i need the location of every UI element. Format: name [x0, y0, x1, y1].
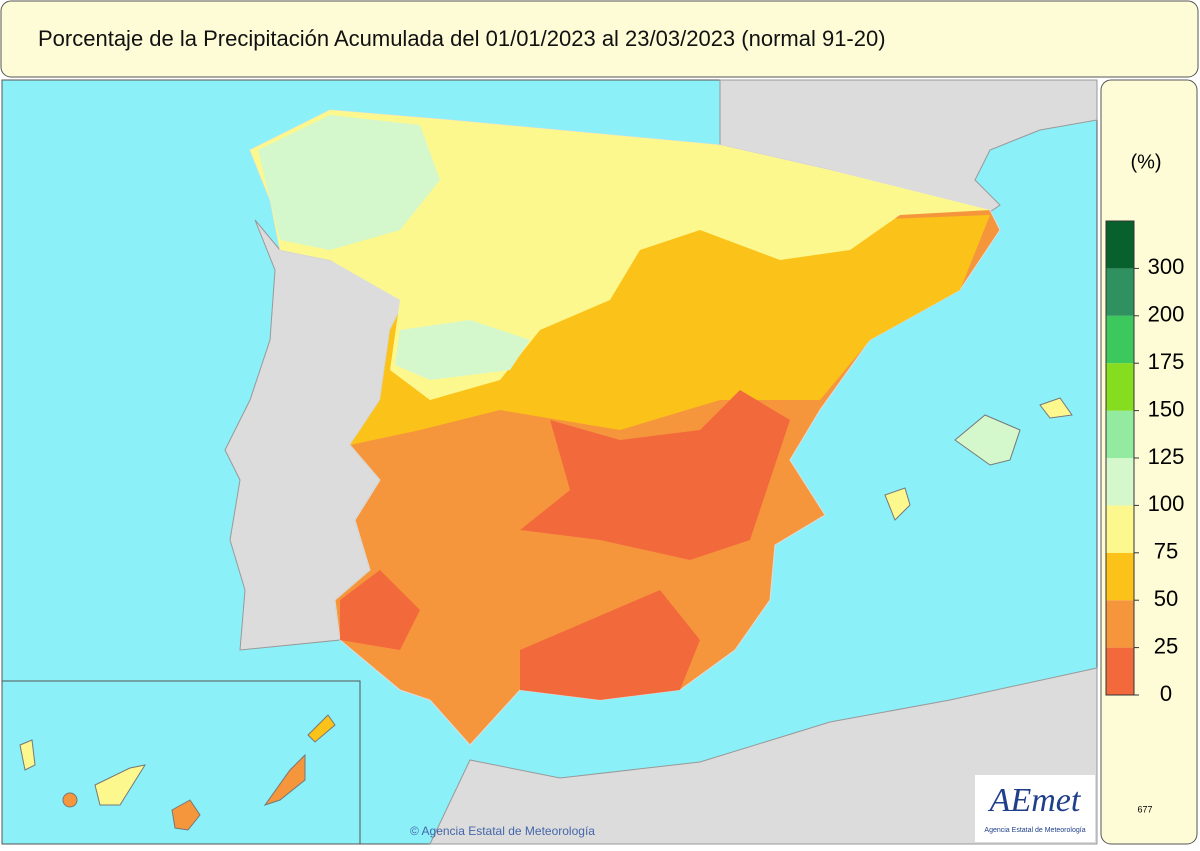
legend: 0 25 50 75 100 125 150 175 200 300 [1105, 220, 1185, 706]
logo-box [975, 775, 1095, 842]
africa [429, 667, 1098, 845]
legend-tick-label: 25 [1154, 633, 1178, 658]
legend-swatch [1106, 647, 1134, 695]
mallorca [954, 414, 1021, 466]
canary-island [19, 739, 36, 771]
legend-swatch [1106, 600, 1134, 648]
legend-swatch [1106, 505, 1134, 553]
legend-unit: (%) [1130, 151, 1161, 173]
canary-island [171, 799, 201, 831]
zone-0-25 [520, 390, 790, 560]
zone-0-25 [520, 590, 700, 700]
canary-island [62, 792, 78, 808]
canary-inset [1, 680, 361, 845]
legend-swatch [1106, 221, 1134, 269]
canary-island [94, 764, 147, 806]
canary-island [307, 714, 336, 743]
legend-swatch [1106, 552, 1134, 601]
title-box [0, 0, 1199, 78]
copyright: © Agencia Estatal de Meteorología [410, 824, 595, 838]
map-code: 677 [1137, 804, 1152, 814]
logo-subtitle: Agencia Estatal de Meteorología [984, 827, 1085, 834]
legend-tick-label: 0 [1160, 681, 1172, 706]
legend-tick-label: 100 [1148, 491, 1185, 516]
title: Porcentaje de la Precipitación Acumulada… [38, 26, 886, 51]
legend-tick-label: 125 [1148, 444, 1185, 469]
legend-swatch [1106, 363, 1134, 411]
canary-island [263, 753, 306, 806]
map: © Agencia Estatal de Meteorología AEmet … [1, 79, 1098, 845]
legend-tick-label: 175 [1148, 349, 1185, 374]
logo: AEmet [988, 782, 1082, 819]
legend-tick-label: 300 [1148, 254, 1185, 279]
legend-swatch [1106, 458, 1134, 506]
legend-swatch [1106, 410, 1134, 458]
legend-swatch [1106, 315, 1134, 364]
ibiza [884, 487, 911, 521]
legend-tick-label: 50 [1154, 586, 1178, 611]
zone-100-125 [258, 115, 440, 250]
zone-100-125 [395, 320, 530, 380]
legend-swatch [1106, 268, 1134, 316]
menorca [1039, 397, 1073, 419]
legend-tick-label: 75 [1154, 539, 1178, 564]
legend-tick-label: 200 [1148, 302, 1185, 327]
zone-0-25 [340, 570, 420, 650]
legend-tick-label: 150 [1148, 396, 1185, 421]
